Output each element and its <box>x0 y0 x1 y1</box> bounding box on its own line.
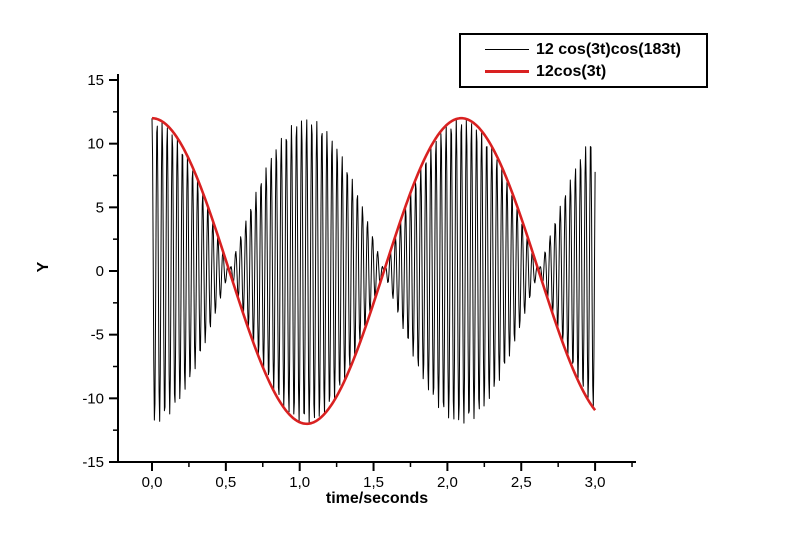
x-axis-label: time/seconds <box>325 490 429 507</box>
y-tick-label: -15 <box>82 454 104 471</box>
x-tick-label: 0,5 <box>215 474 236 491</box>
x-tick-label: 2,5 <box>511 474 532 491</box>
y-tick-label: -10 <box>82 390 104 407</box>
legend-item-modulated: 12 cos(3t)cos(183t) <box>485 39 706 61</box>
series-envelope <box>151 116 597 426</box>
y-tick-label: -5 <box>91 327 104 344</box>
x-tick-label: 0,0 <box>142 474 163 491</box>
y-tick-label: 10 <box>87 136 104 153</box>
y-axis-label: Y <box>35 261 52 273</box>
legend-item-envelope: 12cos(3t) <box>485 61 706 83</box>
legend-label: 12cos(3t) <box>536 62 607 80</box>
legend-label: 12 cos(3t)cos(183t) <box>536 40 681 58</box>
x-tick-label: 3,0 <box>585 474 606 491</box>
x-tick-label: 1,0 <box>289 474 310 491</box>
legend-line-sample-red <box>485 70 529 73</box>
legend: 12 cos(3t)cos(183t) 12cos(3t) <box>459 33 708 88</box>
series-modulated-signal <box>151 118 596 424</box>
y-tick-label: 15 <box>87 72 104 89</box>
y-tick-label: 5 <box>96 199 104 216</box>
legend-line-sample-black <box>485 49 529 50</box>
y-tick-label: 0 <box>96 263 104 280</box>
x-tick-label: 1,5 <box>363 474 384 491</box>
x-tick-label: 2,0 <box>437 474 458 491</box>
